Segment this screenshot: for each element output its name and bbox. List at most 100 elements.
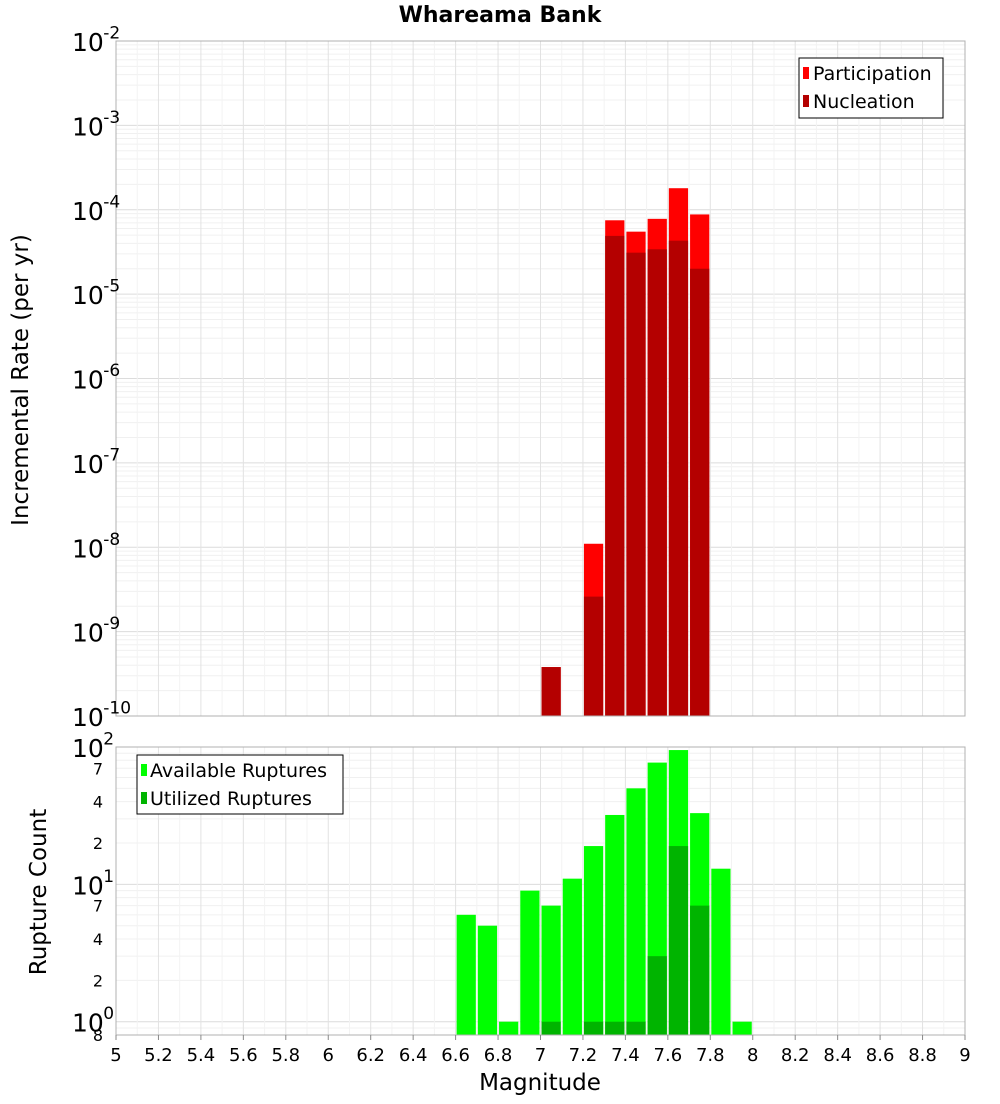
rate-tick-label-exponent: -2 bbox=[103, 24, 120, 44]
rate-tick-label-base: 10 bbox=[72, 619, 104, 648]
count-axis-label: Rupture Count bbox=[26, 809, 52, 975]
rate-tick-label: 10 -3 bbox=[72, 108, 120, 142]
count-tick-label: 8 bbox=[93, 1026, 103, 1045]
available-ruptures-bar bbox=[456, 914, 476, 1035]
rate-tick-label: 10 -4 bbox=[72, 192, 120, 226]
count-tick-label: 7 bbox=[93, 759, 103, 778]
magnitude-tick-label: 8.8 bbox=[908, 1045, 937, 1066]
rate-tick-label: 10 -9 bbox=[72, 614, 120, 648]
magnitude-tick-label: 8 bbox=[747, 1045, 758, 1066]
magnitude-tick-label: 7.6 bbox=[654, 1045, 683, 1066]
magnitude-tick-label: 7.8 bbox=[696, 1045, 725, 1066]
chart-title: Whareama Bank bbox=[399, 3, 603, 28]
count-tick-label: 10 2 bbox=[72, 730, 114, 764]
rate-tick-label-exponent: -6 bbox=[103, 361, 120, 381]
count-tick-label: 4 bbox=[93, 793, 103, 812]
rate-tick-label-base: 10 bbox=[72, 366, 104, 395]
magnitude-tick-label: 5 bbox=[110, 1045, 121, 1066]
nucleation-bar bbox=[690, 268, 710, 716]
available-ruptures-bar bbox=[583, 846, 604, 1035]
rate-axis-label: Incremental Rate (per yr) bbox=[8, 234, 34, 526]
magnitude-tick-label: 5.8 bbox=[271, 1045, 300, 1066]
count-tick-label: 2 bbox=[93, 834, 103, 853]
count-tick-label-exponent: 2 bbox=[103, 730, 114, 750]
rate-plot-frame bbox=[115, 40, 966, 717]
count-tick-label-exponent: 1 bbox=[103, 867, 114, 887]
magnitude-tick-label: 5.4 bbox=[187, 1045, 216, 1066]
nucleation-bar bbox=[605, 235, 625, 716]
nucleation-bar bbox=[541, 667, 561, 716]
rate-tick-label-exponent: -10 bbox=[103, 699, 131, 719]
available-ruptures-bar bbox=[477, 925, 498, 1035]
rate-tick-label: 10 -8 bbox=[72, 530, 120, 564]
rate-tick-label-base: 10 bbox=[72, 112, 104, 141]
count-tick-label-exponent: 0 bbox=[103, 1004, 114, 1024]
rate-tick-label-exponent: -3 bbox=[103, 108, 120, 128]
utilized-ruptures-bar bbox=[647, 956, 667, 1035]
magnitude-tick-label: 9 bbox=[959, 1045, 970, 1066]
legend-swatch bbox=[803, 67, 809, 79]
legend-entry: Utilized Ruptures bbox=[150, 788, 312, 810]
count-tick-label: 4 bbox=[93, 930, 103, 949]
magnitude-tick-label: 7 bbox=[535, 1045, 546, 1066]
utilized-ruptures-bar bbox=[583, 1021, 604, 1035]
available-ruptures-bar bbox=[605, 814, 625, 1035]
magnitude-tick-label: 6.4 bbox=[399, 1045, 428, 1066]
magnitude-tick-label: 6.8 bbox=[484, 1045, 513, 1066]
rate-tick-label-base: 10 bbox=[72, 281, 104, 310]
legend-entry: Nucleation bbox=[813, 91, 915, 113]
count-tick-label-base: 10 bbox=[72, 871, 104, 900]
rate-tick-label-exponent: -4 bbox=[103, 192, 120, 212]
rate-legend-box bbox=[798, 57, 944, 119]
magnitude-tick-label: 6.6 bbox=[441, 1045, 470, 1066]
legend-swatch bbox=[141, 764, 147, 776]
available-ruptures-bar bbox=[732, 1021, 752, 1035]
magnitude-tick-label: 8.6 bbox=[866, 1045, 895, 1066]
utilized-ruptures-bar bbox=[690, 905, 710, 1035]
nucleation-bar bbox=[626, 252, 646, 716]
legend-entry: Participation bbox=[813, 63, 932, 85]
count-tick-label: 7 bbox=[93, 897, 103, 916]
rate-tick-label-base: 10 bbox=[72, 450, 104, 479]
magnitude-tick-label: 8.4 bbox=[823, 1045, 852, 1066]
rate-tick-label-exponent: -8 bbox=[103, 530, 120, 550]
available-ruptures-bar bbox=[562, 878, 582, 1035]
utilized-ruptures-bar bbox=[605, 1021, 625, 1035]
rate-tick-label: 10 -10 bbox=[72, 699, 131, 733]
rate-tick-label-base: 10 bbox=[72, 28, 104, 57]
count-legend-box bbox=[136, 754, 344, 815]
rate-tick-label-base: 10 bbox=[72, 197, 104, 226]
rate-tick-label-exponent: -5 bbox=[103, 277, 120, 297]
count-tick-label: 10 0 bbox=[72, 1004, 114, 1038]
magnitude-tick-label: 6 bbox=[323, 1045, 334, 1066]
utilized-ruptures-bar bbox=[668, 846, 689, 1035]
nucleation-bar bbox=[647, 249, 667, 716]
rate-tick-label: 10 -5 bbox=[72, 277, 120, 311]
rate-tick-label-exponent: -9 bbox=[103, 614, 120, 634]
rate-legend: Participation Nucleation bbox=[798, 57, 944, 119]
legend-swatch bbox=[803, 95, 809, 107]
magnitude-tick-label: 5.6 bbox=[229, 1045, 258, 1066]
magnitude-tick-label: 5.2 bbox=[144, 1045, 173, 1066]
available-ruptures-bar bbox=[541, 905, 561, 1035]
count-legend: Available Ruptures Utilized Ruptures bbox=[136, 754, 344, 815]
rate-tick-label: 10 -7 bbox=[72, 445, 120, 479]
magnitude-tick-label: 7.4 bbox=[611, 1045, 640, 1066]
rate-tick-label: 10 -6 bbox=[72, 361, 120, 395]
nucleation-bar bbox=[583, 596, 604, 716]
rate-tick-label-exponent: -7 bbox=[103, 445, 120, 465]
magnitude-axis-label: Magnitude bbox=[479, 1070, 601, 1096]
available-ruptures-bar bbox=[626, 788, 646, 1035]
rate-tick-label-base: 10 bbox=[72, 534, 104, 563]
rate-tick-label: 10 -2 bbox=[72, 24, 120, 58]
count-tick-label: 2 bbox=[93, 971, 103, 990]
available-ruptures-bar bbox=[520, 890, 540, 1035]
magnitude-tick-label: 6.2 bbox=[356, 1045, 385, 1066]
utilized-ruptures-bar bbox=[626, 1021, 646, 1035]
available-ruptures-bar bbox=[499, 1021, 519, 1035]
magnitude-tick-label: 7.2 bbox=[569, 1045, 598, 1066]
magnitude-tick-label: 8.2 bbox=[781, 1045, 810, 1066]
legend-entry: Available Ruptures bbox=[150, 760, 327, 782]
